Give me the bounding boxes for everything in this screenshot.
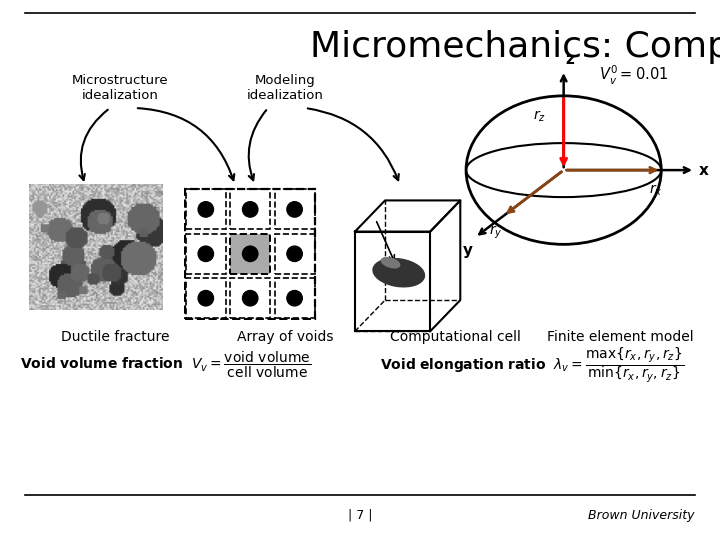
Text: Micromechanics: Computational Cell: Micromechanics: Computational Cell [310,30,720,64]
Bar [186,234,226,274]
Bar [230,190,270,230]
Text: Array of voids: Array of voids [237,330,333,344]
Text: $r_y$: $r_y$ [490,224,503,241]
Text: Brown University: Brown University [588,509,695,522]
Text: y: y [463,243,473,258]
Text: z: z [565,52,575,68]
Text: $\mathbf{Void\ elongation\ ratio}\ \ \lambda_v = \dfrac{\max\{r_x,r_y,r_z\}}{\mi: $\mathbf{Void\ elongation\ ratio}\ \ \la… [380,346,684,384]
Bar [230,278,270,318]
Circle shape [198,246,214,261]
Circle shape [287,202,302,217]
Ellipse shape [373,259,425,287]
Bar [274,278,315,318]
Text: Finite element model: Finite element model [546,330,693,344]
Text: $\mathbf{Void\ volume\ fraction}\ \ V_v = \dfrac{\mathrm{void\ volume}}{\mathrm{: $\mathbf{Void\ volume\ fraction}\ \ V_v … [20,350,311,380]
Text: $r_z$: $r_z$ [533,109,546,124]
Bar [186,190,226,230]
Text: x: x [698,163,708,178]
Bar [230,234,270,274]
Bar [274,190,315,230]
Text: $r_x$: $r_x$ [649,183,662,198]
Circle shape [243,291,258,306]
Circle shape [287,246,302,261]
Circle shape [198,202,214,217]
Text: | 7 |: | 7 | [348,509,372,522]
Bar [186,278,226,318]
Text: $V_v^0 = 0.01$: $V_v^0 = 0.01$ [599,64,668,87]
Circle shape [198,291,214,306]
Text: Modeling
idealization: Modeling idealization [246,74,323,102]
Circle shape [243,246,258,261]
Bar [274,234,315,274]
Text: Microstructure
idealization: Microstructure idealization [72,74,168,102]
Circle shape [243,202,258,217]
Text: Ductile fracture: Ductile fracture [60,330,169,344]
Circle shape [287,291,302,306]
Text: Computational cell: Computational cell [390,330,521,344]
Ellipse shape [382,258,400,268]
